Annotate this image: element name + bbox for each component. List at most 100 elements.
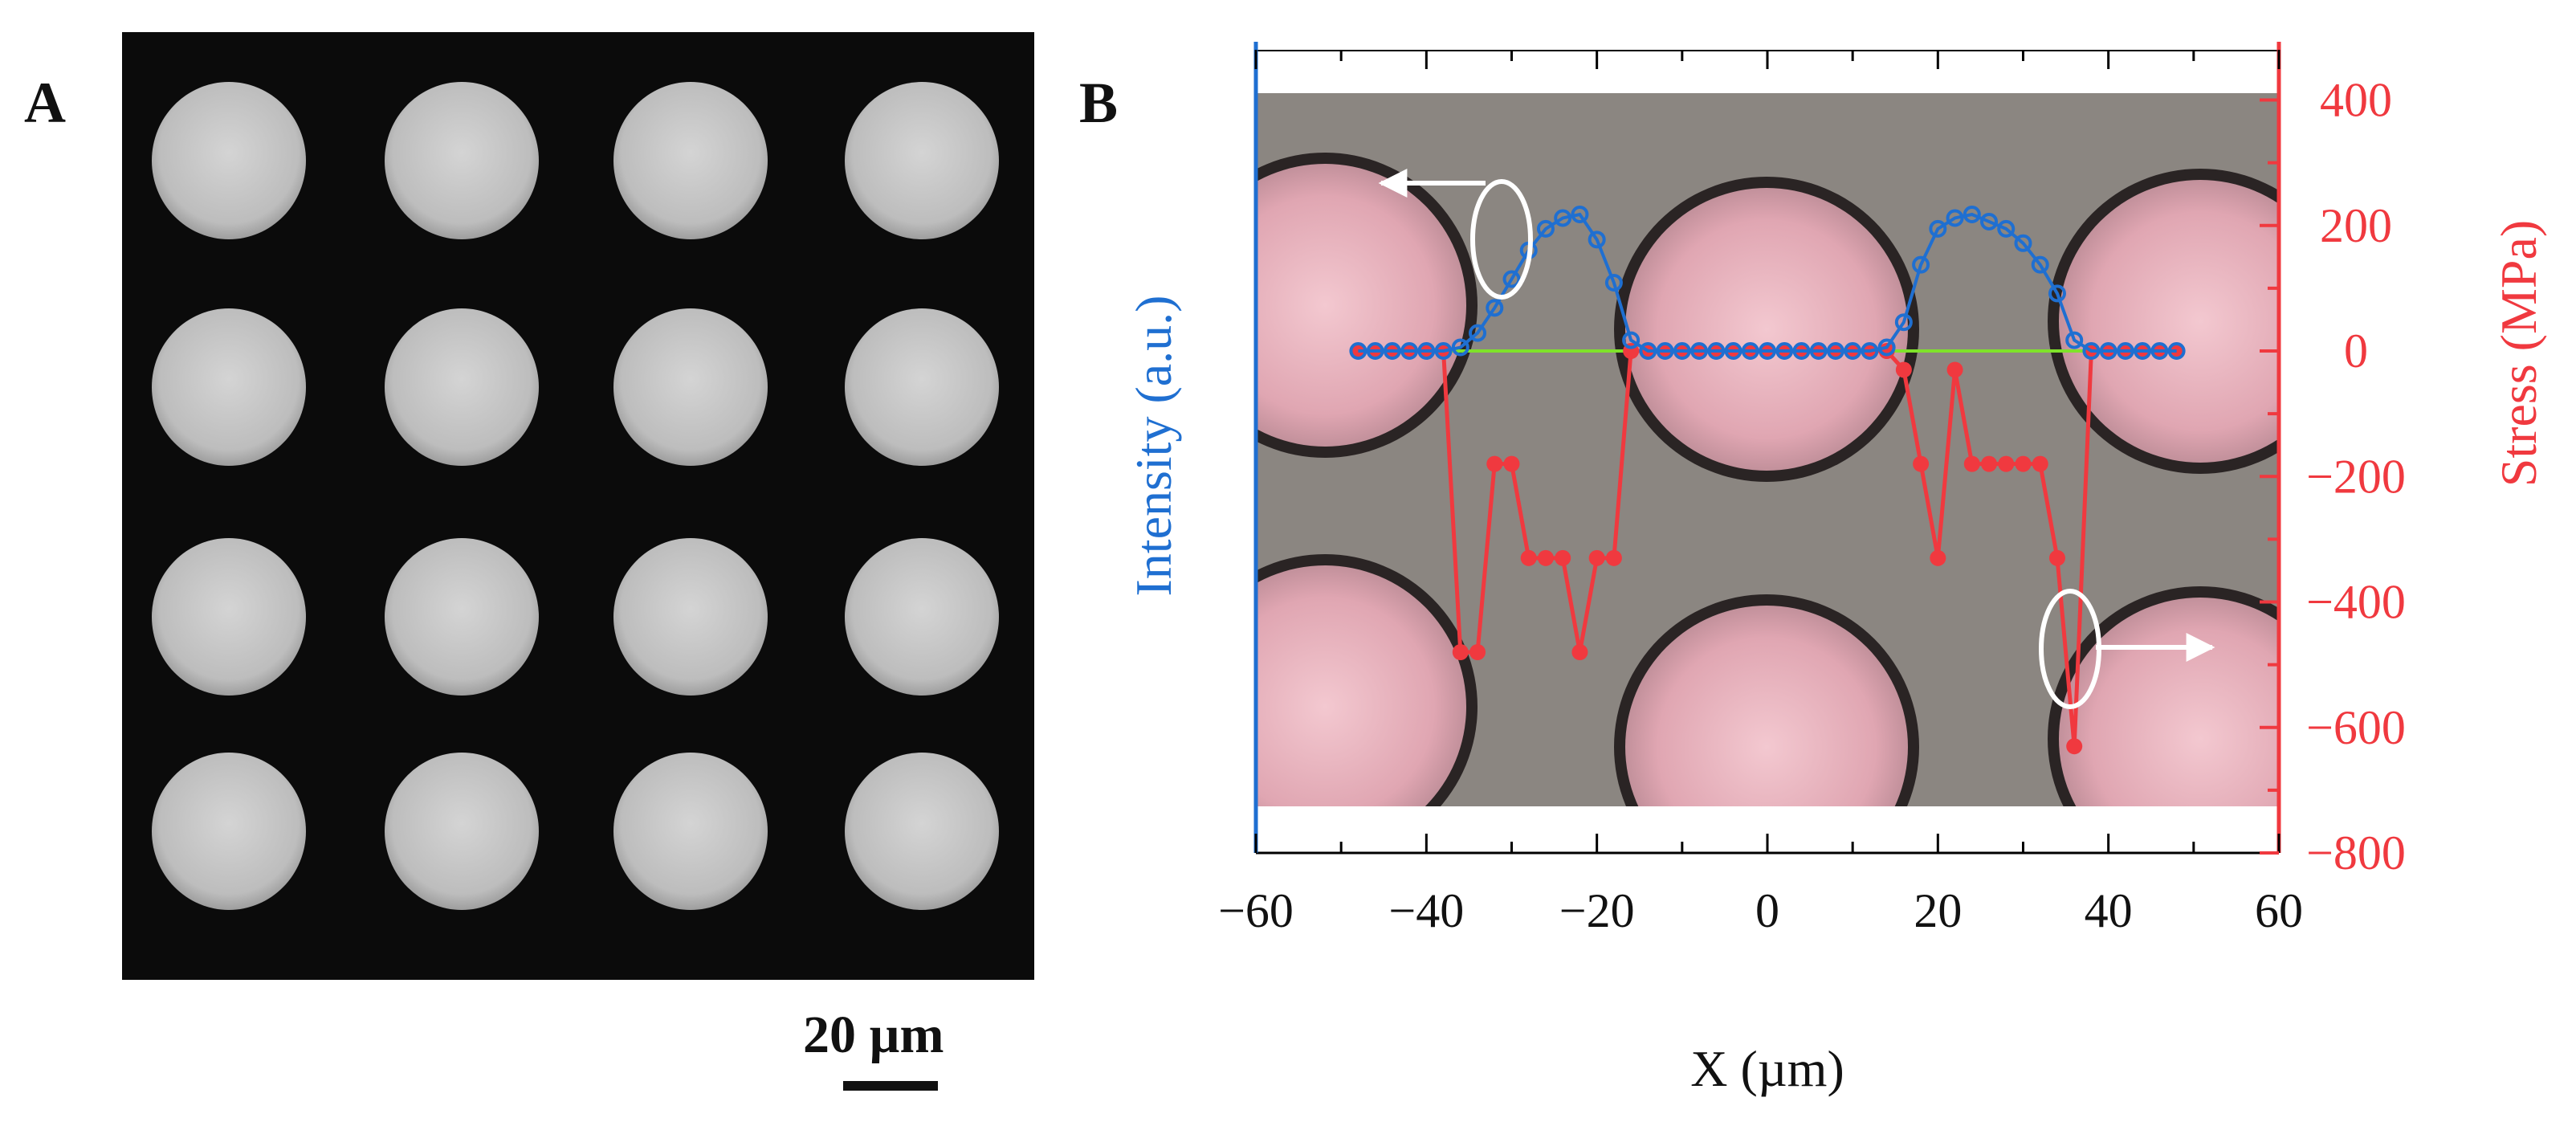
sem-pillar-0-3 <box>845 82 999 239</box>
intensity-highlight-ellipse <box>1470 179 1533 300</box>
optical-pillar-5 <box>2059 598 2279 806</box>
intensity-point <box>1877 338 1896 357</box>
sem-pillar-3-3 <box>845 753 999 910</box>
y-right-tick-label: 0 <box>2344 324 2368 377</box>
stress-point <box>1605 549 1622 566</box>
intensity-point <box>1946 209 1964 227</box>
intensity-point <box>1554 209 1572 227</box>
sem-pillar-3-1 <box>385 753 539 910</box>
intensity-point <box>1707 342 1726 360</box>
intensity-point <box>2031 255 2049 274</box>
sem-pillar-2-3 <box>845 538 999 696</box>
sem-pillar-1-0 <box>152 308 306 466</box>
stress-point <box>1469 644 1486 660</box>
intensity-point <box>1604 274 1623 292</box>
panel-b-label: B <box>1079 71 1118 135</box>
x-tick-label: −60 <box>1218 884 1294 937</box>
stress-point <box>2048 549 2065 566</box>
intensity-point <box>1349 342 1367 360</box>
optical-pillar-4 <box>1625 606 1908 806</box>
intensity-point <box>1792 342 1811 360</box>
stress-point <box>1555 549 1571 566</box>
stress-point <box>1981 455 1998 472</box>
intensity-point <box>2048 284 2066 303</box>
intensity-point <box>1400 342 1419 360</box>
intensity-point <box>2116 342 2134 360</box>
intensity-point <box>1861 342 1879 360</box>
sem-pillar-0-2 <box>613 82 768 239</box>
intensity-point <box>1759 342 1776 360</box>
stress-point <box>1895 361 1912 378</box>
intensity-point <box>1434 342 1453 360</box>
stress-point <box>1452 644 1469 660</box>
y-right-tick-label: 200 <box>2320 199 2392 252</box>
sem-pillar-3-2 <box>613 753 768 910</box>
intensity-point <box>2014 234 2032 252</box>
optical-pillar-3 <box>1256 565 1466 806</box>
stress-point <box>1946 361 1963 378</box>
stress-point <box>1486 455 1503 472</box>
x-tick-label: 60 <box>2255 884 2303 937</box>
intensity-point <box>1622 331 1641 349</box>
sem-pillar-0-1 <box>385 82 539 239</box>
intensity-point <box>1741 342 1759 360</box>
y-right-tick-label: −400 <box>2306 576 2406 629</box>
intensity-axis-indicator <box>1378 169 1533 300</box>
intensity-point <box>1656 342 1674 360</box>
intensity-point <box>1536 219 1555 238</box>
x-tick-label: −20 <box>1559 884 1635 937</box>
scale-bar <box>843 1081 938 1091</box>
intensity-point <box>1502 270 1521 288</box>
x-axis-title: X (µm) <box>1690 1040 1844 1097</box>
intensity-point <box>1963 206 1981 223</box>
optical-pillar-2 <box>2059 180 2279 463</box>
stress-point <box>1571 644 1588 660</box>
intensity-point <box>1844 342 1862 360</box>
optical-micrograph <box>1256 93 2279 806</box>
stress-point <box>1998 455 2015 472</box>
sem-pillar-2-1 <box>385 538 539 696</box>
sem-pillar-2-2 <box>613 538 768 696</box>
optical-pillar-0 <box>1256 164 1466 447</box>
sem-pillar-0-0 <box>152 82 306 239</box>
y-right-tick-label: −800 <box>2306 826 2406 879</box>
chart-series <box>1349 206 2186 755</box>
right-y-axis-title: Stress (MPa) <box>2490 220 2547 487</box>
y-right-tick-label: −200 <box>2306 450 2406 503</box>
sem-pillar-1-2 <box>613 308 768 466</box>
intensity-point <box>2082 342 2101 360</box>
intensity-point <box>1809 342 1828 360</box>
intensity-point <box>2167 342 2186 360</box>
intensity-point <box>1469 324 1487 342</box>
intensity-point <box>1383 342 1401 360</box>
intensity-point <box>2099 342 2117 360</box>
intensity-point <box>1366 342 1384 360</box>
stress-point <box>1503 455 1520 472</box>
intensity-point <box>1929 219 1947 238</box>
sem-pillar-array <box>152 82 999 910</box>
intensity-point <box>1571 206 1589 223</box>
intensity-point <box>2134 342 2152 360</box>
x-tick-label: 20 <box>1914 884 1962 937</box>
intensity-point <box>1775 342 1794 360</box>
intensity-point <box>2065 331 2084 349</box>
y-right-tick-label: −600 <box>2306 701 2406 754</box>
stress-point <box>1930 549 1946 566</box>
intensity-point <box>1673 342 1691 360</box>
sem-pillar-1-3 <box>845 308 999 466</box>
intensity-point <box>1639 342 1657 360</box>
intensity-point <box>1997 219 2016 238</box>
optical-pillars <box>1256 153 2279 806</box>
intensity-point <box>1826 342 1844 360</box>
stress-point <box>2015 455 2032 472</box>
intensity-point <box>1417 342 1436 360</box>
intensity-point <box>1690 342 1709 360</box>
intensity-point <box>2150 342 2169 360</box>
intensity-point <box>1451 338 1469 357</box>
left-y-axis-title: Intensity (a.u.) <box>1125 296 1182 597</box>
intensity-point <box>1486 299 1504 317</box>
stress-point <box>1537 549 1554 566</box>
x-tick-label: −40 <box>1388 884 1464 937</box>
